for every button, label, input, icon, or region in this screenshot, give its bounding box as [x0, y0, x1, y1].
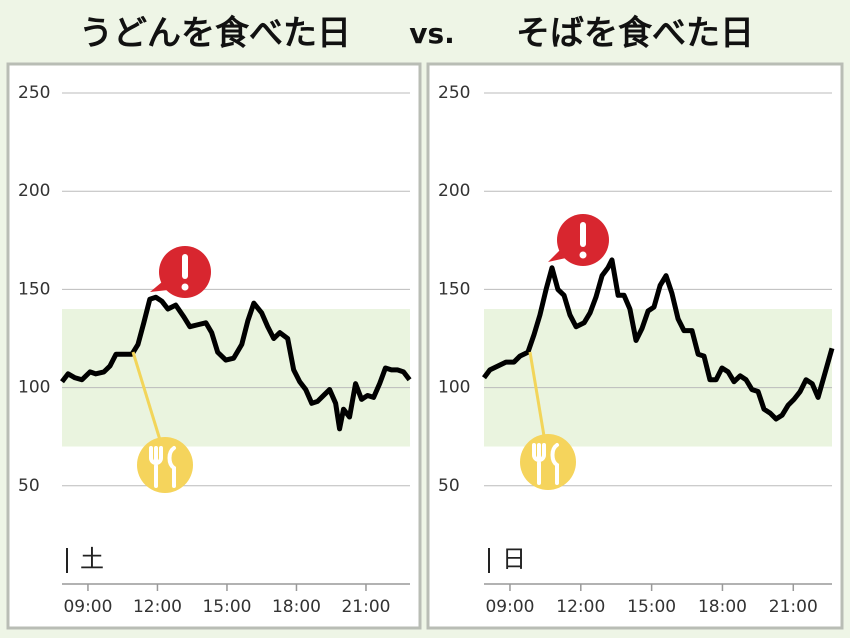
y-tick-label: 200	[438, 181, 470, 201]
y-tick-label: 100	[438, 378, 470, 398]
icons	[131, 214, 609, 493]
alert-dot	[181, 283, 189, 291]
x-tick-label: 18:00	[698, 597, 747, 617]
x-tick-label: 15:00	[202, 597, 251, 617]
y-tick-label: 150	[18, 279, 50, 299]
meal-pointer	[131, 351, 162, 441]
target-band	[62, 309, 410, 447]
y-tick-label: 250	[438, 83, 470, 103]
fork-knife	[532, 443, 559, 485]
line	[482, 257, 835, 422]
y-tick-label: 50	[18, 476, 40, 496]
x-tick-label: 12:00	[556, 597, 605, 617]
x-tick-label: 18:00	[272, 597, 321, 617]
y-tick-label: 150	[438, 279, 470, 299]
x-tick-label: 21:00	[769, 597, 818, 617]
y-tick-label: 250	[18, 83, 50, 103]
day-label: 土	[80, 545, 104, 573]
separator: vs.	[409, 17, 455, 50]
x-tick-label: 09:00	[63, 597, 112, 617]
y-tick-label: 200	[18, 181, 50, 201]
meal-icon	[137, 437, 193, 493]
line	[60, 294, 412, 432]
y-tick-label: 100	[18, 378, 50, 398]
x-tick-label: 09:00	[485, 597, 534, 617]
plots: 50 100 150 200 250 09:00 12:00 15:00 18:00 21:00 土…	[18, 83, 835, 617]
x-tick-label: 12:00	[133, 597, 182, 617]
x-tick-label: 21:00	[341, 597, 390, 617]
y-tick-label: 50	[438, 476, 460, 496]
x-tick-label: 15:00	[627, 597, 676, 617]
alert-dot	[579, 251, 587, 259]
meal-icon	[520, 434, 576, 490]
meal-pointer	[528, 351, 546, 437]
day-label: 日	[502, 545, 526, 573]
chart-title: そばを食べた日	[516, 14, 754, 54]
chart-title: うどんを食べた日	[79, 14, 351, 54]
fork-knife	[149, 446, 176, 488]
